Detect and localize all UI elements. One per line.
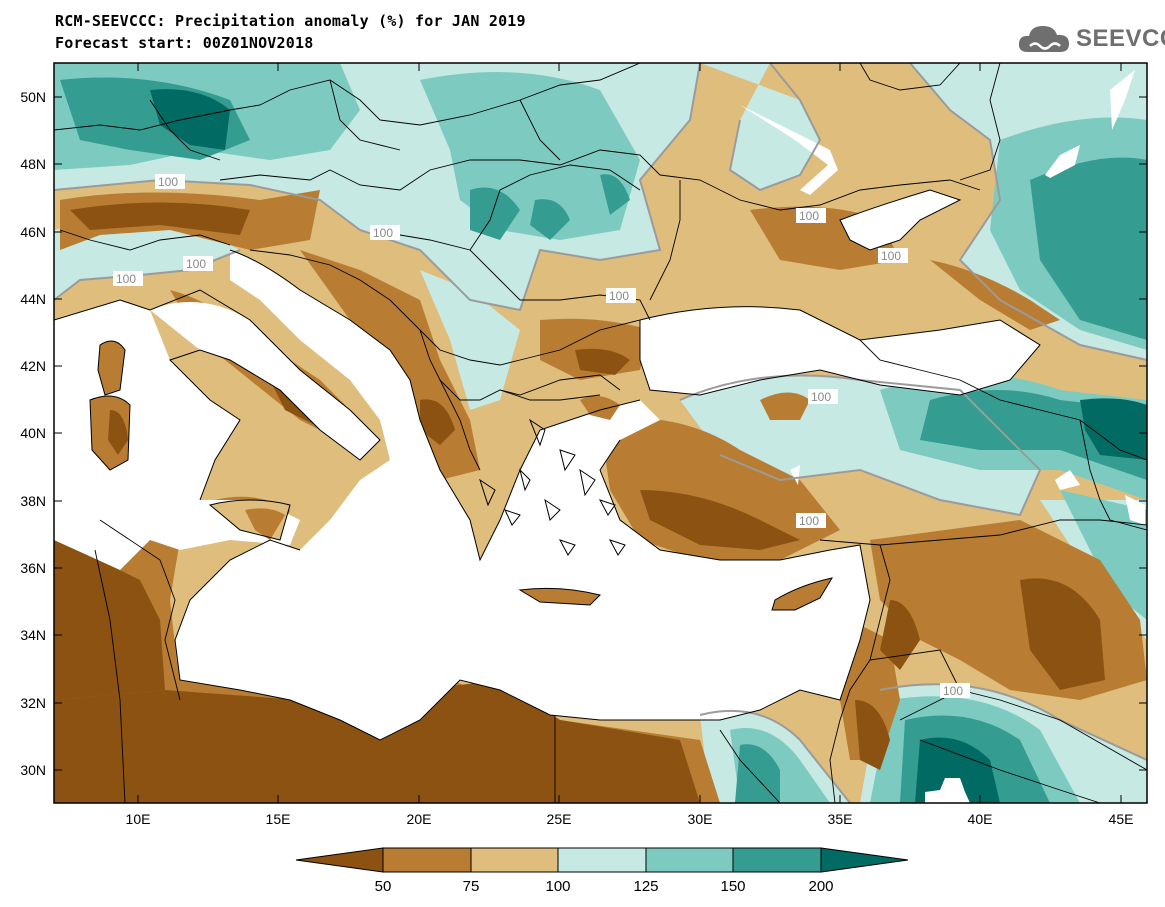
lat-label: 48N: [20, 156, 46, 172]
colorbar-segment-below-50: [295, 847, 384, 873]
colorbar-segment-100-125: [557, 847, 647, 873]
lat-label: 40N: [20, 425, 46, 441]
svg-text:100: 100: [943, 684, 963, 698]
svg-text:100: 100: [799, 514, 819, 528]
colorbar-tick-label: 50: [375, 878, 392, 895]
colorbar-segment-75-100: [470, 847, 559, 873]
islands: [90, 341, 832, 610]
colorbar-tick-label: 125: [633, 878, 658, 895]
colorbar-segment-150-200: [732, 847, 822, 873]
lat-label: 46N: [20, 224, 46, 240]
colorbar-segment-50-75: [382, 847, 472, 873]
colorbar-tick-label: 75: [463, 878, 480, 895]
lon-label: 25E: [547, 811, 572, 827]
svg-text:100: 100: [373, 226, 393, 240]
longitude-axis: 10E 15E 20E 25E 30E 35E 40E 45E: [126, 63, 1134, 827]
lat-label: 44N: [20, 291, 46, 307]
colorbar: 50 75 100 125 150 200: [295, 847, 909, 895]
lat-label: 50N: [20, 89, 46, 105]
lat-label: 38N: [20, 493, 46, 509]
contour-label: 100: [878, 248, 908, 263]
field-above-200: [150, 89, 1147, 803]
lon-label: 20E: [407, 811, 432, 827]
lon-label: 45E: [1109, 811, 1134, 827]
svg-text:100: 100: [609, 289, 629, 303]
contour-label: 100: [183, 256, 213, 271]
logo-text: SEEVCCC: [1076, 25, 1165, 52]
lon-label: 15E: [266, 811, 291, 827]
svg-text:100: 100: [158, 175, 178, 189]
lon-label: 35E: [828, 811, 853, 827]
lon-label: 40E: [968, 811, 993, 827]
cloud-icon: [1018, 26, 1069, 52]
lat-label: 32N: [20, 695, 46, 711]
lat-label: 34N: [20, 627, 46, 643]
contour-label: 100: [113, 271, 143, 286]
contour-label: 100: [796, 513, 826, 528]
lat-label: 42N: [20, 358, 46, 374]
contour-label: 100: [155, 174, 185, 189]
forecast-start-subtitle: Forecast start: 00Z01NOV2018: [55, 34, 314, 52]
lat-label: 30N: [20, 762, 46, 778]
contour-label: 100: [808, 389, 838, 404]
svg-text:100: 100: [799, 209, 819, 223]
lon-label: 10E: [126, 811, 151, 827]
svg-text:100: 100: [811, 390, 831, 404]
coastlines: [54, 189, 1041, 741]
seevccc-logo: SEEVCCC: [1016, 22, 1165, 56]
svg-text:100: 100: [186, 257, 206, 271]
colorbar-tick-label: 100: [545, 878, 570, 895]
colorbar-tick-label: 200: [808, 878, 833, 895]
map-field: 100 100 100 100 100 100 100 100 100 100: [54, 63, 1147, 803]
contour-labels: 100 100 100 100 100 100 100 100 100 100: [113, 174, 970, 698]
contour-label: 100: [796, 208, 826, 223]
colorbar-tick-label: 150: [720, 878, 745, 895]
map-title: RCM-SEEVCCC: Precipitation anomaly (%) f…: [55, 12, 526, 30]
lon-label: 30E: [688, 811, 713, 827]
no-data-spots: [740, 70, 1145, 803]
contour-label: 100: [370, 225, 400, 240]
lat-label: 36N: [20, 560, 46, 576]
contour-label: 100: [940, 683, 970, 698]
contour-label: 100: [606, 288, 636, 303]
contour-100-lines: [54, 63, 1147, 803]
colorbar-segment-125-150: [645, 847, 734, 873]
svg-text:100: 100: [116, 272, 136, 286]
colorbar-segment-above-200: [820, 847, 909, 873]
svg-text:100: 100: [881, 249, 901, 263]
latitude-axis: 50N 48N 46N 44N 42N 40N 38N 36N 34N 32N …: [20, 89, 1147, 778]
field-below-50: [54, 202, 1105, 803]
